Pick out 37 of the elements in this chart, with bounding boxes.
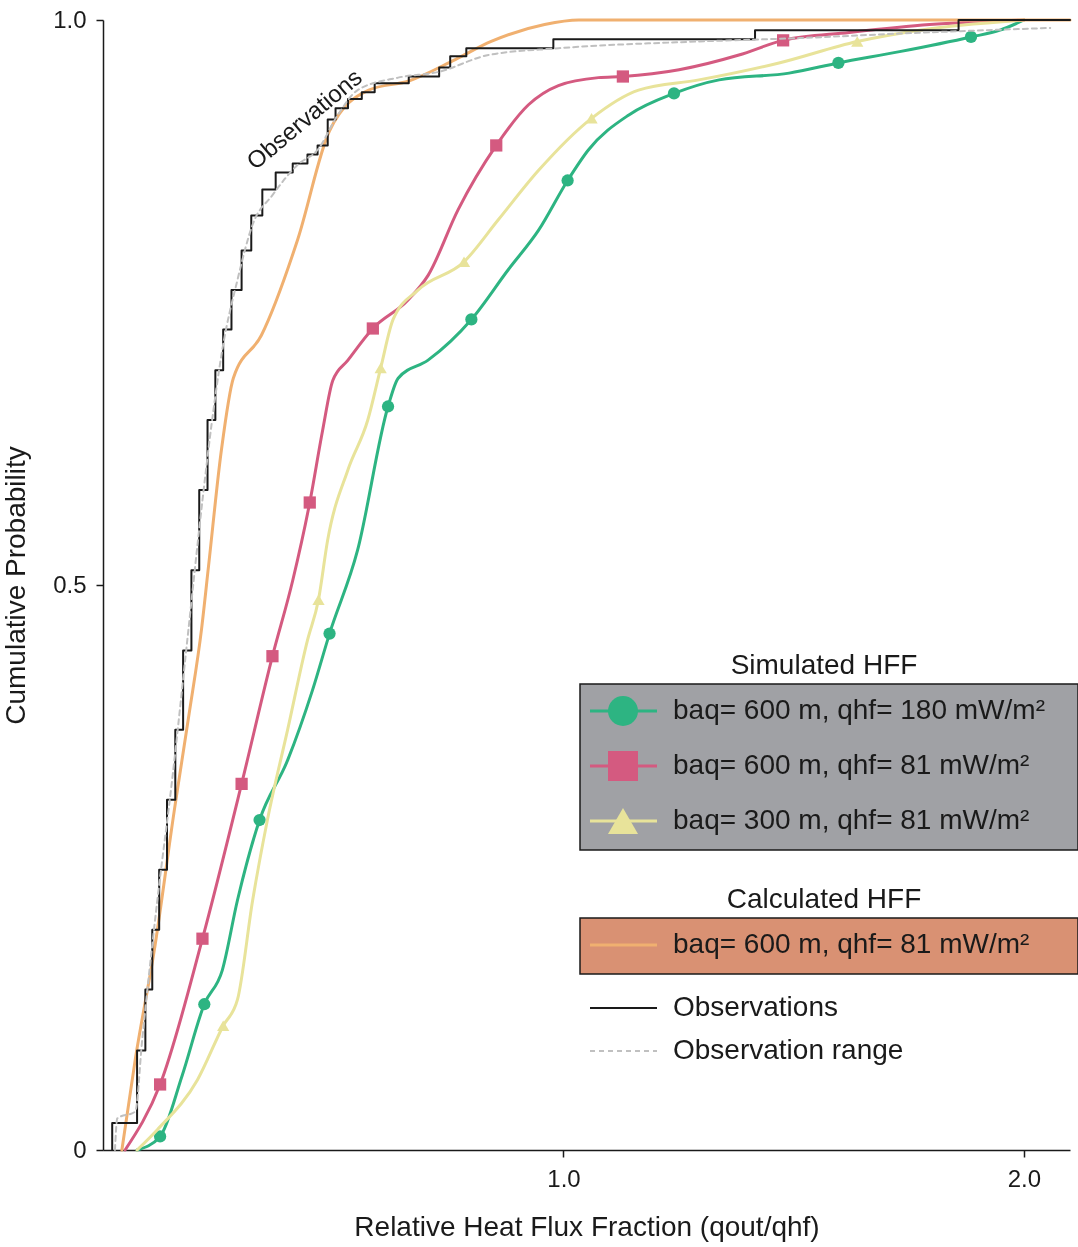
point xyxy=(667,87,681,100)
point xyxy=(616,70,629,83)
text: Simulated HFF xyxy=(730,649,918,680)
point xyxy=(465,313,478,326)
point xyxy=(153,1130,167,1143)
point xyxy=(235,777,248,790)
point xyxy=(964,30,978,44)
point xyxy=(266,650,279,663)
point xyxy=(217,1020,230,1031)
point xyxy=(374,362,387,374)
point xyxy=(457,256,471,268)
point xyxy=(832,56,845,70)
y-tick-label: 0.5 xyxy=(53,570,87,598)
legend-label: baq= 300 m, qhf= 81 mW/m² xyxy=(673,804,1030,835)
legend-label: Observations xyxy=(673,991,838,1022)
point xyxy=(381,400,395,413)
legend-label: Observation range xyxy=(673,1034,904,1065)
y-axis-title: Cumulative Probability xyxy=(0,446,32,725)
legend-label: baq= 600 m, qhf= 180 mW/m² xyxy=(673,694,1045,725)
point xyxy=(253,813,266,827)
point xyxy=(323,627,336,640)
point xyxy=(366,322,379,335)
point xyxy=(312,594,325,605)
point xyxy=(490,139,503,152)
legend-label: baq= 600 m, qhf= 81 mW/m² xyxy=(673,928,1030,959)
point xyxy=(303,496,316,509)
point xyxy=(198,998,211,1011)
point xyxy=(196,932,209,945)
point xyxy=(153,1078,167,1091)
point xyxy=(561,174,574,187)
point xyxy=(851,36,864,47)
y-tick-label: 1.0 xyxy=(53,5,87,33)
y-tick-label: 0 xyxy=(73,1135,87,1163)
legend-label: baq= 600 m, qhf= 81 mW/m² xyxy=(673,749,1030,780)
text: Calculated HFF xyxy=(726,883,922,914)
x-axis-title: Relative Heat Flux Fraction (qout/qhf) xyxy=(354,1210,820,1242)
x-tick-label: 2.0 xyxy=(1007,1164,1042,1192)
